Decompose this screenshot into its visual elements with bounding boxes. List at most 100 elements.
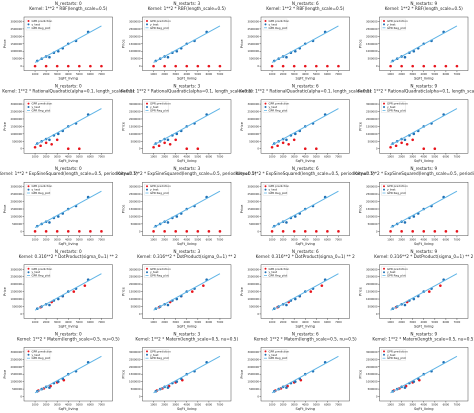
chart-title: N_restarts: 9 (410, 331, 437, 336)
legend-box (144, 101, 169, 113)
chart-title: N_restarts: 0 (55, 249, 82, 254)
point (56, 297, 60, 301)
legend-label: GPR Reg_plot (387, 26, 407, 30)
y-tick-label: 1500000 (10, 124, 22, 128)
point (168, 142, 172, 146)
regression-line (271, 355, 339, 394)
point (83, 284, 87, 287)
y-axis-label: Price (240, 204, 244, 214)
x-tick-label: 7000 (335, 320, 342, 324)
x-tick-label: 1000 (150, 403, 157, 407)
legend-label: GPR prediction (269, 102, 290, 106)
point (412, 380, 416, 383)
x-tick-label: 3000 (291, 72, 298, 76)
x-tick-label: 6000 (443, 155, 450, 159)
point (157, 144, 161, 148)
y-tick-label: 0 (257, 395, 259, 399)
x-axis-label: SqFt_living (295, 407, 315, 411)
legend-swatch (383, 350, 385, 353)
legend-label: GPR prediction (32, 267, 53, 271)
legend-label: GPR Reg_plot (150, 191, 170, 195)
point (303, 230, 307, 233)
x-tick-label: 2000 (398, 237, 405, 241)
y-tick-label: 500000 (131, 304, 141, 308)
legend-label: GPR Reg_plot (32, 108, 52, 112)
legend-swatch (146, 106, 148, 108)
y-tick-label: 0 (20, 147, 22, 151)
x-axis-label: SqFt_living (414, 242, 434, 246)
y-tick-label: 1500000 (10, 290, 22, 294)
point (100, 230, 103, 233)
regression-line (390, 190, 458, 229)
legend-label: y_test (150, 270, 159, 274)
x-tick-label: 5000 (432, 155, 439, 159)
legend-swatch (146, 23, 148, 26)
point (285, 55, 288, 59)
point (152, 230, 155, 233)
legend-label: y_test (387, 270, 396, 274)
point (56, 215, 60, 218)
x-tick-label: 2000 (161, 403, 168, 407)
chart-title: N_restarts: 9 (410, 166, 437, 171)
legend-label: GPR prediction (150, 102, 171, 106)
y-tick-label: 2500000 (366, 275, 378, 279)
point (218, 230, 222, 233)
legend-swatch (264, 267, 267, 270)
y-tick-label: 1000000 (247, 49, 259, 53)
x-tick-label: 6000 (206, 72, 213, 76)
y-tick-label: 1000000 (366, 214, 378, 218)
x-axis-label: SqFt_living (295, 159, 315, 163)
legend-swatch (146, 353, 148, 356)
y-tick-label: 0 (376, 395, 378, 399)
y-tick-label: 1000000 (366, 49, 378, 53)
legend-swatch (27, 188, 30, 191)
y-tick-label: 2500000 (129, 275, 141, 279)
legend-swatch (383, 106, 385, 108)
y-tick-label: 2500000 (10, 357, 22, 361)
x-tick-label: 3000 (54, 403, 61, 407)
legend-swatch (264, 102, 267, 105)
x-tick-label: 5000 (195, 403, 202, 407)
y-tick-label: 2000000 (129, 117, 141, 121)
y-tick-label: 1000000 (247, 132, 259, 136)
point (439, 284, 442, 287)
point (412, 132, 416, 136)
legend-box (25, 184, 51, 196)
legend-label: GPR prediction (150, 184, 171, 188)
point (400, 230, 403, 233)
x-tick-label: 6000 (324, 72, 331, 76)
regression-line (153, 355, 221, 394)
y-tick-label: 500000 (131, 222, 141, 226)
y-tick-label: 1500000 (366, 124, 378, 128)
y-tick-label: 3000000 (247, 102, 259, 106)
y-axis-label: Price (122, 286, 126, 296)
y-tick-label: 1000000 (247, 214, 259, 218)
x-tick-label: 4000 (302, 155, 309, 159)
point (166, 138, 170, 142)
point (281, 230, 285, 233)
regression-line (34, 25, 102, 63)
y-tick-label: 1500000 (129, 124, 141, 128)
x-tick-label: 5000 (313, 155, 320, 159)
y-tick-label: 0 (139, 395, 141, 399)
y-tick-label: 2000000 (129, 200, 141, 204)
x-tick-label: 1000 (150, 72, 157, 76)
point (33, 230, 37, 233)
point (389, 64, 392, 68)
point (44, 230, 48, 233)
legend-label: y_test (32, 105, 41, 109)
x-axis-label: SqFt_living (414, 159, 434, 163)
point (175, 132, 179, 136)
y-tick-label: 500000 (249, 387, 259, 391)
x-tick-label: 7000 (454, 155, 461, 159)
y-tick-label: 500000 (368, 57, 378, 61)
x-tick-label: 4000 (65, 403, 72, 407)
y-tick-label: 500000 (12, 139, 22, 143)
x-tick-label: 1000 (387, 320, 394, 324)
x-axis-label: SqFt_living (414, 407, 434, 411)
legend-label: y_test (32, 188, 41, 192)
point (174, 138, 177, 142)
point (422, 230, 426, 233)
x-tick-label: 5000 (432, 237, 439, 241)
x-tick-label: 7000 (98, 155, 105, 159)
